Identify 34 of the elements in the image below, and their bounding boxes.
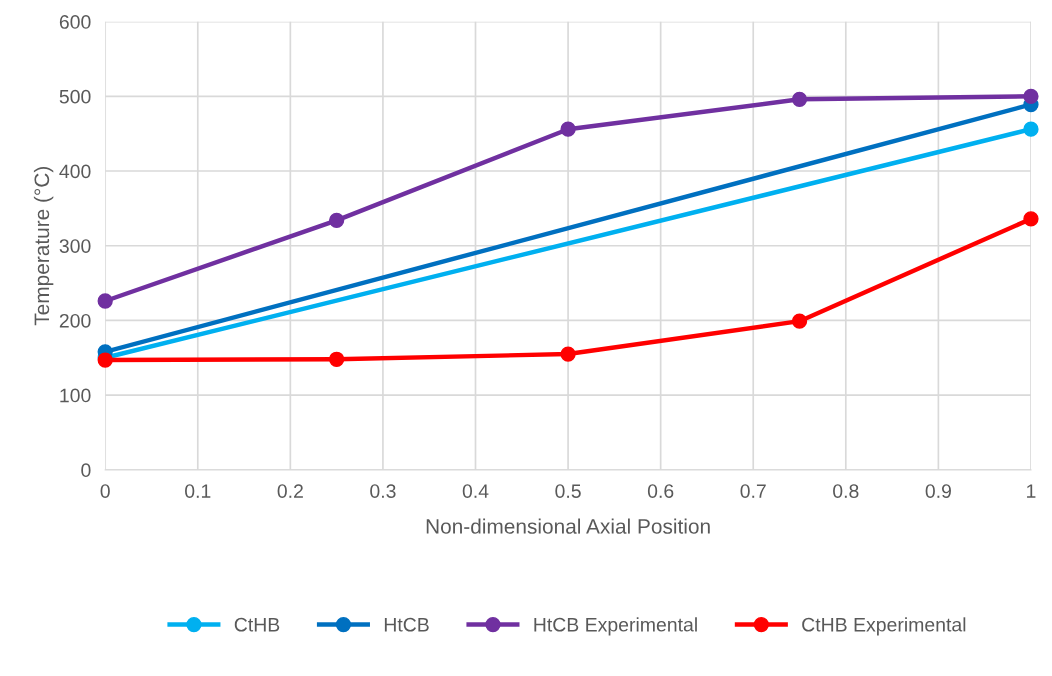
x-tick-label: 1	[1027, 484, 1036, 498]
y-axis-title: Temperature (°C)	[33, 167, 54, 326]
x-tick-label: 0.2	[277, 484, 303, 498]
x-tick-label: 0.1	[185, 484, 211, 498]
y-tick-label: 600	[59, 15, 91, 29]
x-tick-label: 0.7	[740, 484, 766, 498]
point	[329, 351, 345, 367]
legend-label: CtHB Experimental	[802, 617, 966, 636]
legend-label: CtHB	[234, 617, 280, 632]
x-axis-title: Non-dimensional Axial Position	[426, 518, 710, 534]
point	[97, 293, 113, 309]
point	[1023, 121, 1039, 137]
point	[1023, 88, 1039, 104]
x-tick-label: 0.9	[925, 484, 951, 498]
x-tick-label: 0.6	[647, 484, 674, 498]
legend-label: HtCB	[384, 617, 429, 632]
point	[1023, 211, 1039, 227]
x-tick-label: 0.3	[370, 484, 396, 498]
y-tick-label: 0	[81, 463, 91, 478]
point	[560, 346, 576, 362]
y-tick-label: 300	[59, 239, 91, 253]
x-tick-label: 0.5	[555, 484, 581, 498]
point	[791, 313, 808, 329]
point	[329, 212, 345, 228]
y-tick-label: 200	[59, 313, 91, 328]
legend-label: HtCB Experimental	[534, 617, 697, 636]
point	[560, 121, 576, 137]
y-tick-label: 400	[59, 164, 91, 179]
x-tick-label: 0.4	[462, 484, 489, 498]
y-tick-label: 500	[59, 89, 91, 104]
x-tick-label: 0	[100, 484, 110, 498]
x-tick-label: 0.8	[833, 484, 859, 498]
point	[791, 91, 808, 107]
y-tick-label: 100	[60, 388, 91, 403]
